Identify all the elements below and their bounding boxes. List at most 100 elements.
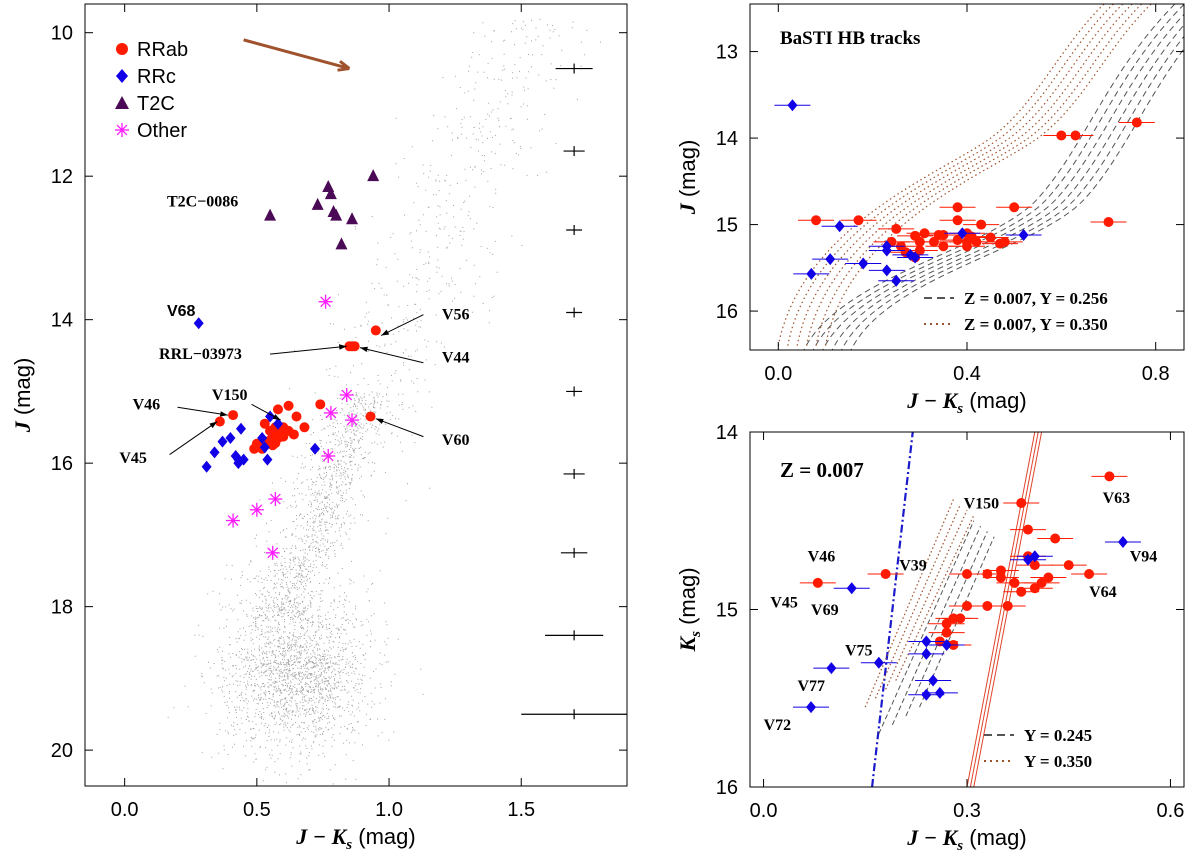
asterisk-stroke — [325, 407, 337, 419]
y-axis-label-unit: (mag) — [675, 140, 700, 204]
rrc-point — [881, 264, 892, 277]
panel-hb_k: V150 V63 V46 V39 V94 V64 V45 V69 V75 V77 V72 0.0 0.3… — [675, 422, 1185, 854]
label-pointer-head — [272, 414, 281, 421]
other-point — [249, 502, 264, 517]
rrc-point — [217, 435, 228, 448]
y-tick-label: 14 — [51, 310, 73, 332]
y-tick-label: 14 — [716, 422, 738, 444]
legend-marker-circle — [116, 43, 128, 55]
rrc-point — [310, 442, 321, 455]
rrab-point — [891, 223, 902, 234]
rrab-point — [982, 569, 993, 579]
panel-cmd: T2C−0086 V68 V56 RRL−03973 V44 V150 V46 V45 V60 0… — [10, 3, 628, 853]
t2c-point — [322, 179, 335, 192]
rrab-point — [1043, 572, 1054, 583]
rrc-point — [873, 656, 884, 669]
rrc-point — [825, 253, 836, 266]
star-label: V39 — [899, 557, 927, 574]
rrab-point — [938, 241, 949, 252]
x-axis-label-sub: s — [345, 837, 352, 853]
rrab-point — [914, 245, 925, 256]
other-point — [321, 448, 336, 463]
x-axis-label: J − Ks (mag) — [906, 825, 1026, 854]
rrab-point — [976, 219, 987, 230]
legend-marker-triangle — [115, 96, 129, 109]
track-dashed — [891, 525, 982, 726]
rrc-point — [891, 274, 902, 287]
t2c-point — [367, 169, 380, 182]
rrc-point — [941, 639, 952, 651]
y-tick-label: 18 — [51, 597, 73, 619]
y-axis-label-main: J — [675, 202, 700, 215]
label-pointer — [380, 314, 424, 336]
rrab-point — [214, 416, 225, 427]
rrab-point — [1016, 498, 1027, 508]
legend-marker-asterisk — [115, 123, 129, 137]
rrc-point — [235, 422, 246, 435]
rrab-point — [1029, 583, 1040, 594]
track-dashed — [841, 35, 1184, 350]
rrc-point — [1023, 553, 1034, 566]
other-point — [323, 405, 338, 420]
hb-tracks — [777, 4, 1184, 350]
x-tick-label: 0.5 — [243, 799, 271, 821]
y-tick-label: 15 — [716, 215, 738, 237]
rrab-point — [812, 577, 823, 588]
panel-title: BaSTI HB tracks — [780, 28, 920, 49]
panel-title: Z = 0.007 — [780, 458, 864, 482]
rrab-point — [291, 411, 302, 422]
x-axis-label-main: J − K — [295, 824, 347, 849]
asterisk-stroke — [322, 450, 334, 462]
rrab-point — [249, 443, 260, 454]
rrc-point — [834, 220, 845, 233]
instability-strip — [864, 432, 1043, 787]
t2c-point — [335, 237, 348, 250]
rrab-point — [278, 431, 289, 442]
star-label: V56 — [442, 307, 470, 324]
t2c-point — [324, 187, 337, 200]
x-axis-label-main: J − K — [906, 825, 958, 850]
x-tick-label: 0.0 — [764, 363, 792, 385]
x-axis-label-sub: s — [956, 401, 963, 417]
star-label: RRL−03973 — [159, 346, 242, 363]
legend-label: RRab — [137, 39, 188, 61]
track-dashed — [878, 520, 975, 734]
other-point — [345, 413, 360, 428]
plot-frame — [84, 3, 628, 787]
rrab-point — [941, 627, 952, 638]
rrab-point — [962, 569, 972, 579]
rrc-point — [262, 453, 273, 466]
legend-marker-diamond — [116, 69, 128, 83]
label-pointer — [270, 345, 347, 355]
rrab-point — [1103, 216, 1114, 227]
rrab-point — [1070, 130, 1081, 141]
x-axis-label-unit: (mag) — [352, 824, 416, 849]
track-dashed — [803, 4, 1176, 350]
rrc-point — [225, 432, 236, 445]
track-dotted — [815, 4, 1143, 346]
x-tick-label: 1.0 — [375, 799, 403, 821]
track-dotted — [796, 4, 1124, 346]
rrab-point — [982, 600, 993, 611]
rrab-point — [853, 215, 864, 226]
rrab-point — [952, 215, 963, 226]
y-axis-label: J (mag) — [10, 358, 35, 434]
star-label: V64 — [1089, 584, 1117, 601]
track-dashed — [919, 536, 995, 708]
rrc-point — [957, 227, 968, 240]
rrab-point — [288, 429, 299, 440]
rrc-point — [259, 441, 270, 454]
track-dotted — [895, 515, 975, 681]
rrc-point — [910, 251, 921, 264]
y-axis-label-unit: (mag) — [675, 567, 700, 631]
star-label: V94 — [1130, 549, 1158, 566]
asterisk-stroke — [341, 389, 353, 401]
rrab-point — [995, 572, 1006, 583]
track-dotted — [874, 504, 961, 699]
rrc-point — [826, 662, 837, 675]
label-pointer-head — [338, 344, 347, 350]
rrab-point — [1063, 560, 1074, 571]
rrc-point — [846, 582, 857, 595]
legend-label: Z = 0.007, Y = 0.256 — [964, 289, 1108, 308]
